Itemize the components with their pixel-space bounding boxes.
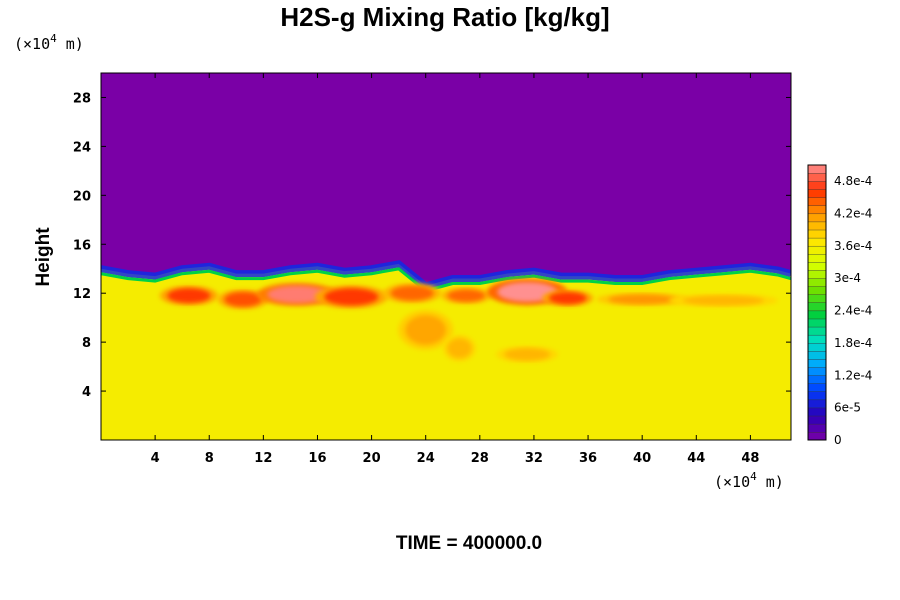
time-label: TIME = 400000.0 <box>396 533 542 554</box>
colorbar-segment <box>807 302 827 312</box>
x-tick-label: 12 <box>254 451 272 466</box>
hotspot-layer <box>159 278 779 363</box>
colorbar-tick-label: 4.8e-4 <box>834 174 872 188</box>
colorbar-segment <box>807 342 827 352</box>
hotspot <box>405 315 446 345</box>
x-axis-unit: (×104 m) <box>714 470 784 491</box>
colorbar-segment <box>807 375 827 384</box>
colorbar-segment <box>807 213 827 223</box>
colorbar-tick-label: 0 <box>834 433 842 447</box>
colorbar-segment <box>807 383 827 392</box>
field-boundary-band-inner <box>101 267 791 293</box>
y-tick-label: 16 <box>73 238 91 253</box>
colorbar-segment <box>807 423 827 433</box>
colorbar-tick-label: 1.8e-4 <box>834 336 872 350</box>
x-tick-label: 40 <box>633 451 651 466</box>
x-tick-label: 4 <box>151 451 160 466</box>
colorbar-segment <box>807 245 827 255</box>
colorbar-segment <box>807 367 827 376</box>
colorbar-segment <box>807 221 827 231</box>
colorbar-segment <box>807 229 827 239</box>
colorbar-segment <box>807 197 827 206</box>
colorbar-segment <box>807 391 827 401</box>
colorbar-segment <box>807 431 827 441</box>
y-tick-label: 4 <box>82 385 91 400</box>
colorbar-segment <box>807 358 827 368</box>
y-tick-label: 8 <box>82 336 91 351</box>
colorbar-segment <box>807 415 827 425</box>
colorbar-frame <box>807 164 827 441</box>
colorbar-segment <box>807 164 827 174</box>
colorbar-segment <box>807 286 827 295</box>
y-axis-unit: (×104 m) <box>14 32 84 53</box>
colorbar-ticks: 0 6e-5 1.2e-4 1.8e-4 2.4e-4 3e-4 3.6e-4 4.2e-4 4… <box>834 174 872 447</box>
colorbar-tick-label: 6e-5 <box>834 401 861 415</box>
colorbar-segment <box>807 350 827 360</box>
colorbar-tick-label: 2.4e-4 <box>834 304 872 318</box>
y-tick-label: 24 <box>73 140 91 155</box>
plot-area <box>101 73 791 440</box>
x-tick-label: 48 <box>741 451 759 466</box>
colorbar-segment <box>807 318 827 328</box>
colorbar-tick-label: 1.2e-4 <box>834 368 872 382</box>
chart-title: H2S-g Mixing Ratio [kg/kg] <box>280 2 609 32</box>
x-axis-ticks: 4 8 12 16 20 24 28 32 36 40 44 48 <box>151 73 759 466</box>
colorbar-segment <box>807 172 827 182</box>
hotspot <box>167 288 211 303</box>
colorbar-segment <box>807 189 827 198</box>
hotspot <box>390 285 434 301</box>
colorbar-tick-label: 3.6e-4 <box>834 239 872 253</box>
y-tick-label: 12 <box>73 287 91 302</box>
x-tick-label: 8 <box>205 451 214 466</box>
colorbar-tick-label: 3e-4 <box>834 271 861 285</box>
hotspot <box>224 291 262 307</box>
colorbar-segment <box>807 310 827 320</box>
x-tick-label: 44 <box>687 451 705 466</box>
y-axis-ticks: 4 8 12 16 20 24 28 <box>73 91 791 400</box>
hotspot <box>504 348 551 361</box>
x-tick-label: 32 <box>525 451 543 466</box>
colorbar-segment <box>807 180 827 190</box>
x-tick-label: 16 <box>308 451 326 466</box>
plot-frame <box>100 72 792 441</box>
colorbar-segment <box>807 334 827 344</box>
y-axis-label: Height <box>33 227 54 287</box>
x-tick-label: 36 <box>579 451 597 466</box>
colorbar <box>807 164 827 441</box>
colorbar-segment <box>807 278 827 287</box>
hotspot <box>682 295 764 306</box>
colorbar-segment <box>807 294 827 304</box>
hotspot <box>608 294 676 305</box>
hotspot <box>497 282 557 302</box>
colorbar-segment <box>807 399 827 409</box>
hotspot <box>324 288 379 306</box>
y-tick-label: 20 <box>73 189 91 204</box>
colorbar-segment <box>807 253 827 263</box>
hotspot <box>548 291 587 305</box>
colorbar-segment <box>807 205 827 215</box>
colorbar-segment <box>807 269 827 279</box>
x-tick-label: 24 <box>417 451 435 466</box>
hotspot <box>447 338 472 359</box>
y-tick-label: 28 <box>73 91 91 106</box>
hotspot <box>267 285 327 303</box>
colorbar-tick-label: 4.2e-4 <box>834 207 872 221</box>
colorbar-segment <box>807 407 827 417</box>
x-tick-label: 20 <box>363 451 381 466</box>
field-boundary-band <box>101 260 791 290</box>
colorbar-segment <box>807 237 827 247</box>
colorbar-segment <box>807 326 827 336</box>
colorbar-segment <box>807 261 827 271</box>
x-tick-label: 28 <box>471 451 489 466</box>
hotspot <box>447 289 486 302</box>
